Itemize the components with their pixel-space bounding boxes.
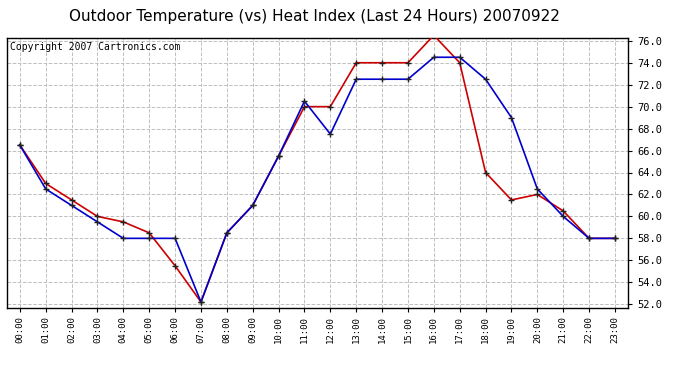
Text: Copyright 2007 Cartronics.com: Copyright 2007 Cartronics.com [10,42,180,51]
Text: Outdoor Temperature (vs) Heat Index (Last 24 Hours) 20070922: Outdoor Temperature (vs) Heat Index (Las… [68,9,560,24]
